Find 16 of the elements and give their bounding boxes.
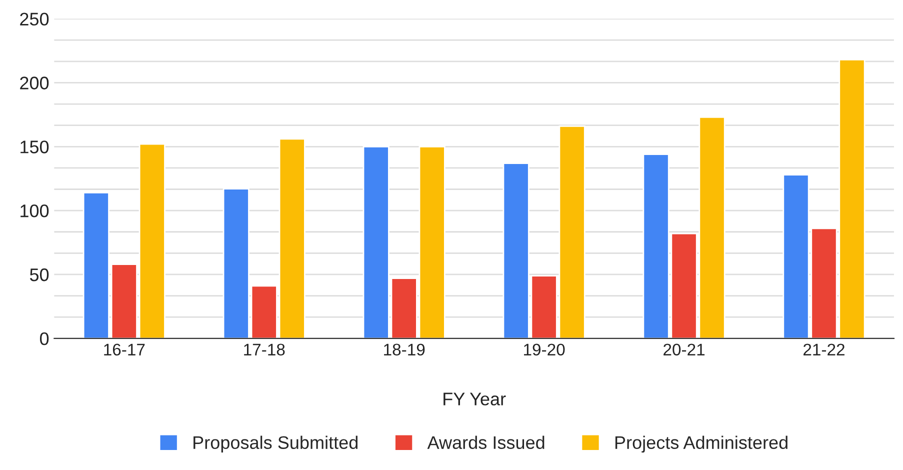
x-tick-label: 21-22	[804, 344, 844, 356]
legend-label: Awards Issued	[427, 436, 544, 449]
x-tick-label: 20-21	[664, 344, 705, 356]
y-tick-label: 200	[20, 76, 49, 90]
x-tick-label: 16-17	[104, 344, 145, 356]
legend-label: Proposals Submitted	[194, 436, 358, 453]
y-tick-label: 250	[20, 12, 49, 26]
y-tick-label: 100	[20, 204, 49, 218]
y-tick-label: 150	[20, 140, 49, 154]
x-tick-label: 18-19	[384, 344, 425, 356]
y-tick-label: 50	[30, 268, 49, 282]
legend-label: Projects Administered	[615, 436, 788, 453]
x-tick-label: 19-20	[524, 344, 565, 356]
x-tick-label: 17-18	[244, 344, 285, 356]
y-tick-label: 0	[40, 332, 49, 346]
x-axis-title: FY Year	[444, 392, 506, 406]
